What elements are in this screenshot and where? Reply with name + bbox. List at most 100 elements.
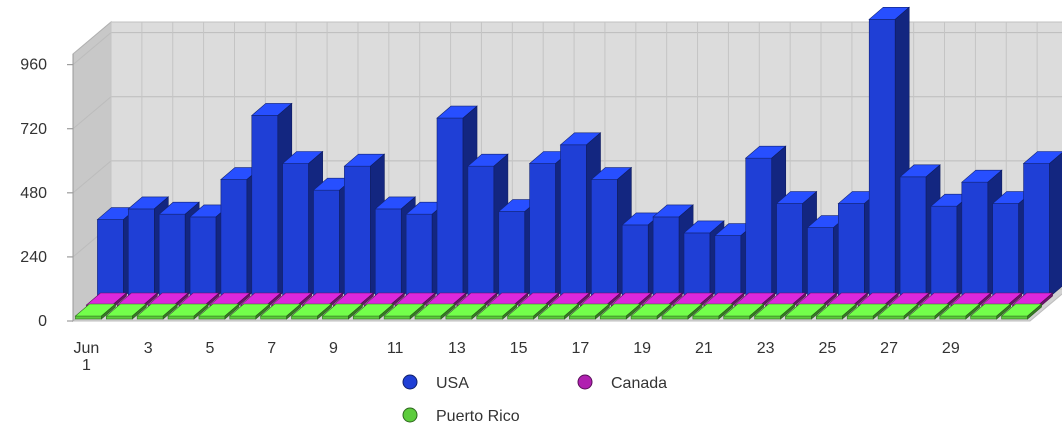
bar-front: [754, 315, 781, 320]
bar-front: [538, 315, 565, 320]
bar-front: [877, 315, 905, 320]
bar-puerto-rico: [352, 303, 395, 320]
bar-puerto-rico: [321, 303, 364, 320]
legend: USA Canada Puerto Rico: [402, 374, 667, 425]
bar-front: [868, 19, 896, 298]
bar-top: [1022, 151, 1062, 164]
bar-puerto-rico: [877, 303, 919, 320]
bar-front: [560, 144, 587, 298]
bar-puerto-rico: [414, 303, 456, 320]
bar-front: [282, 163, 309, 298]
bar-puerto-rico: [908, 303, 950, 320]
bar-puerto-rico: [692, 303, 734, 320]
bar-side: [101, 303, 116, 320]
legend-label: Puerto Rico: [436, 408, 520, 425]
bar-puerto-rico: [445, 303, 487, 320]
x-tick-label: 9: [329, 340, 338, 357]
bar-front: [569, 315, 596, 320]
bar-front: [291, 315, 318, 320]
bar-side: [317, 303, 332, 320]
bar-front: [220, 179, 248, 298]
bar-front: [992, 203, 1019, 298]
bar-front: [136, 315, 164, 320]
bar-side: [502, 303, 518, 320]
bar-front: [683, 232, 711, 298]
bar-side: [348, 303, 363, 320]
bar-front: [908, 315, 936, 320]
bar-puerto-rico: [722, 303, 765, 320]
bar-front: [939, 315, 967, 320]
bar-front: [899, 176, 927, 298]
bar-front: [476, 315, 504, 320]
bar-side: [625, 303, 641, 320]
x-tick-label: 11: [387, 340, 404, 357]
bar-side: [378, 303, 394, 320]
bar-front: [723, 315, 751, 320]
bar-front: [374, 208, 402, 298]
bar-front: [599, 315, 627, 320]
y-axis: 0 240 480 720 960: [20, 54, 74, 330]
bar-side: [687, 303, 703, 320]
legend-swatch-puerto-rico: [402, 407, 418, 423]
bar-front: [97, 219, 124, 298]
bar-side: [872, 303, 888, 320]
bar-front: [621, 224, 649, 298]
bar-front: [807, 227, 834, 298]
bar-puerto-rico: [846, 303, 889, 320]
bar-front: [661, 315, 689, 320]
bar-front: [776, 203, 803, 298]
bar-side: [656, 303, 672, 320]
legend-label: USA: [436, 375, 469, 392]
bar-front: [405, 213, 433, 298]
bars-group: [74, 6, 1062, 320]
bar-front: [106, 315, 133, 320]
bar-puerto-rico: [136, 303, 178, 320]
y-tick-label: 480: [20, 185, 47, 202]
x-tick-label: 13: [448, 340, 466, 357]
bar-front: [529, 163, 556, 298]
bar-puerto-rico: [599, 303, 642, 320]
bar-front: [961, 181, 989, 298]
bar-front: [507, 315, 534, 320]
bar-front: [970, 315, 997, 320]
bar-puerto-rico: [475, 303, 518, 320]
bar-side: [811, 303, 826, 320]
bar-front: [445, 315, 473, 320]
x-tick-label: 27: [880, 340, 898, 357]
bar-front: [436, 117, 464, 298]
bar-front: [630, 315, 658, 320]
bar-puerto-rico: [815, 303, 858, 320]
bar-side: [193, 303, 209, 320]
bar-puerto-rico: [74, 303, 117, 320]
bar-front: [322, 315, 349, 320]
bar-front: [229, 315, 257, 320]
bar-usa: [436, 105, 478, 298]
bar-front: [1023, 163, 1050, 298]
bar-front: [344, 165, 371, 298]
x-tick-label: 5: [205, 340, 214, 357]
bar-puerto-rico: [105, 303, 148, 320]
bar-side: [996, 303, 1011, 320]
bar-front: [383, 315, 411, 320]
bar-front: [167, 315, 195, 320]
x-tick-label: 29: [942, 340, 960, 357]
bar-front: [189, 216, 217, 298]
bar-puerto-rico: [198, 303, 240, 320]
bar-side: [533, 303, 548, 320]
x-tick-label: 17: [571, 340, 589, 357]
bar-puerto-rico: [537, 303, 580, 320]
bar-front: [498, 211, 526, 298]
bar-front: [846, 315, 874, 320]
bar-side: [842, 303, 857, 320]
bar-front: [128, 208, 155, 298]
bar-front: [414, 315, 442, 320]
bar-puerto-rico: [939, 303, 981, 320]
bar-front: [251, 115, 279, 298]
h-gridline-side: [72, 96, 112, 130]
y-tick-label: 720: [20, 121, 47, 138]
bar-side: [1049, 152, 1062, 298]
bar-side: [749, 303, 765, 320]
bar-puerto-rico: [228, 303, 271, 320]
